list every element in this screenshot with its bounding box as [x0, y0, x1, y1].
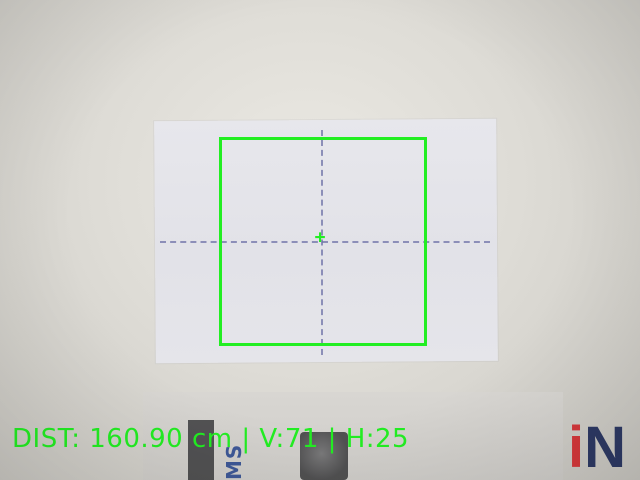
distance-angle-readout: DIST: 160.90 cm | V:71 | H:25	[12, 421, 409, 457]
center-crosshair-icon: +	[313, 231, 327, 245]
background-brand-logo: iN	[568, 415, 626, 480]
